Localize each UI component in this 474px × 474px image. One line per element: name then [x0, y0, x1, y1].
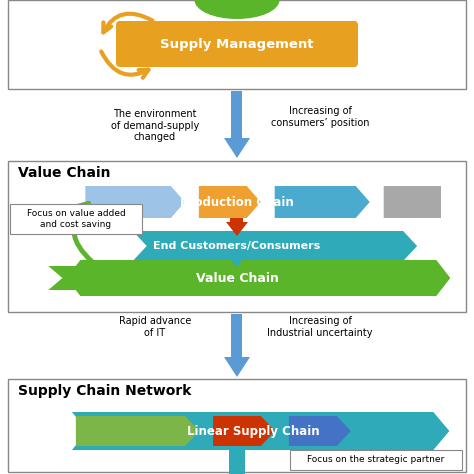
Bar [233, 255, 241, 261]
Polygon shape [213, 416, 275, 446]
Polygon shape [384, 186, 441, 218]
Text: Supply Management: Supply Management [160, 37, 314, 51]
FancyArrowPatch shape [101, 52, 148, 78]
Text: Focus on the strategic partner: Focus on the strategic partner [307, 456, 445, 465]
Polygon shape [66, 260, 450, 296]
Bar [230, 218, 244, 222]
Ellipse shape [194, 0, 280, 19]
Text: Supply Chain Network: Supply Chain Network [18, 384, 191, 398]
Polygon shape [199, 186, 261, 218]
Bar [231, 91, 243, 138]
Polygon shape [133, 231, 417, 261]
Bar [231, 314, 243, 357]
Polygon shape [384, 186, 441, 218]
Polygon shape [224, 357, 250, 377]
FancyArrowPatch shape [103, 14, 153, 32]
Bar [8, 0, 466, 89]
Bar [229, 446, 245, 474]
Polygon shape [289, 416, 351, 446]
Bar [8, 161, 466, 312]
Polygon shape [76, 416, 199, 446]
Text: End Customers/Consumers: End Customers/Consumers [154, 241, 320, 251]
Polygon shape [85, 186, 185, 218]
Text: Increasing of
consumers’ position: Increasing of consumers’ position [271, 106, 369, 128]
Polygon shape [365, 416, 431, 446]
Text: Rapid advance
of IT: Rapid advance of IT [119, 316, 191, 337]
Bar [8, 379, 466, 472]
Polygon shape [72, 412, 449, 450]
Polygon shape [228, 255, 246, 267]
Polygon shape [275, 186, 370, 218]
Text: Production Chain: Production Chain [180, 195, 294, 209]
Polygon shape [226, 222, 248, 236]
FancyArrowPatch shape [74, 203, 93, 262]
Text: Increasing of
Industrial uncertainty: Increasing of Industrial uncertainty [267, 316, 373, 337]
Bar [10, 204, 142, 234]
Text: Focus on value added
and cost saving: Focus on value added and cost saving [27, 210, 126, 228]
FancyBboxPatch shape [116, 21, 358, 67]
Text: Value Chain: Value Chain [196, 272, 278, 284]
Text: The environment
of demand-supply
changed: The environment of demand-supply changed [111, 109, 199, 142]
Text: Linear Supply Chain: Linear Supply Chain [187, 425, 320, 438]
Polygon shape [48, 266, 81, 290]
Bar [290, 450, 462, 470]
Polygon shape [224, 138, 250, 158]
Text: Value Chain: Value Chain [18, 166, 110, 180]
